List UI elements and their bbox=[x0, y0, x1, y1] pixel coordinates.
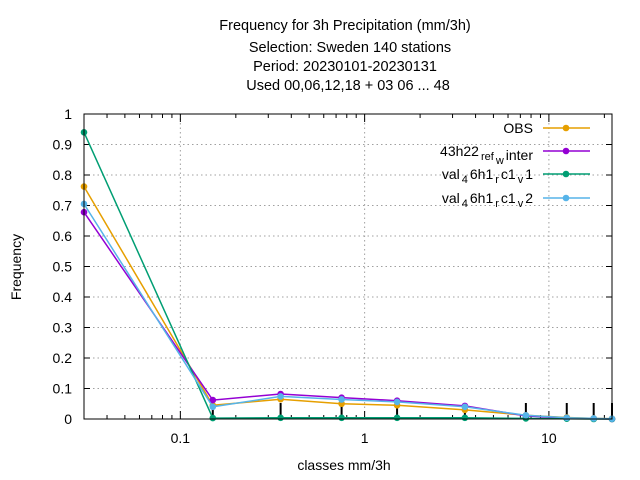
legend-label: val 4 6h1 r c1 v 1 bbox=[442, 166, 533, 186]
data-point bbox=[461, 414, 469, 422]
data-point bbox=[338, 414, 345, 422]
data-point bbox=[590, 415, 597, 422]
x-axis-tick-labels: 0.1 1 10 bbox=[171, 430, 557, 446]
y-axis-label: Frequency bbox=[8, 234, 24, 300]
y-axis-tick-labels: 0 0.1 0.2 0.3 0.4 0.5 0.6 0.7 0.8 0.9 1 bbox=[53, 106, 73, 427]
y-tick-label: 0.4 bbox=[53, 289, 73, 305]
data-point bbox=[209, 414, 217, 422]
y-tick-label: 0.8 bbox=[53, 167, 73, 183]
legend-item: 43h22 ref w inter bbox=[440, 143, 590, 167]
legend-item: OBS bbox=[503, 120, 590, 136]
x-tick-label: 10 bbox=[541, 430, 557, 446]
y-tick-label: 0.7 bbox=[53, 198, 73, 214]
legend-marker bbox=[562, 170, 570, 178]
legend-marker bbox=[562, 147, 570, 155]
data-point bbox=[522, 412, 530, 419]
legend-item: val 4 6h1 r c1 v 1 bbox=[442, 166, 590, 186]
series-val_46h1_rc1_v2 bbox=[80, 200, 616, 422]
x-tick-label: 0.1 bbox=[171, 430, 191, 446]
data-series bbox=[80, 129, 616, 423]
chart-title-line-4: Used 00,06,12,18 + 03 06 ... 48 bbox=[246, 78, 450, 94]
data-point bbox=[393, 398, 401, 406]
y-tick-label: 0.2 bbox=[53, 350, 73, 366]
chart-title-line-2: Selection: Sweden 140 stations bbox=[249, 40, 451, 56]
y-tick-label: 0.1 bbox=[53, 381, 73, 397]
legend-item: val 4 6h1 r c1 v 2 bbox=[442, 190, 590, 210]
data-point bbox=[393, 414, 401, 422]
data-point bbox=[209, 403, 217, 411]
series-val_46h1_rc1_v1 bbox=[80, 129, 616, 423]
chart-title: Frequency for 3h Precipitation (mm/3h) S… bbox=[219, 18, 470, 94]
y-tick-label: 0.3 bbox=[53, 320, 73, 336]
legend-label: val 4 6h1 r c1 v 2 bbox=[442, 190, 533, 210]
data-point bbox=[277, 393, 284, 400]
y-tick-label: 0.5 bbox=[53, 259, 73, 275]
legend-label: OBS bbox=[503, 120, 533, 136]
x-axis-label: classes mm/3h bbox=[297, 457, 390, 473]
series-43h22_ref_winter bbox=[80, 208, 616, 423]
legend-label: 43h22 ref w inter bbox=[440, 143, 533, 167]
series-line bbox=[83, 203, 613, 420]
data-point bbox=[338, 396, 345, 403]
x-tick-label: 1 bbox=[361, 430, 369, 446]
data-point bbox=[563, 414, 571, 422]
y-tick-label: 0 bbox=[64, 411, 72, 427]
y-tick-label: 0.9 bbox=[53, 137, 73, 153]
legend-marker bbox=[562, 194, 570, 202]
series-line bbox=[83, 186, 613, 420]
chart-title-line-3: Period: 20230101-20230131 bbox=[253, 59, 437, 75]
chart-title-line-1: Frequency for 3h Precipitation (mm/3h) bbox=[219, 18, 470, 34]
data-point bbox=[209, 396, 217, 404]
y-tick-label: 0.6 bbox=[53, 228, 73, 244]
series-line bbox=[83, 211, 613, 420]
data-point bbox=[277, 414, 284, 422]
y-tick-label: 1 bbox=[64, 106, 72, 122]
legend-marker bbox=[562, 124, 570, 132]
data-point bbox=[461, 403, 469, 411]
plot-frame bbox=[83, 113, 613, 420]
grid-lines bbox=[84, 114, 612, 419]
